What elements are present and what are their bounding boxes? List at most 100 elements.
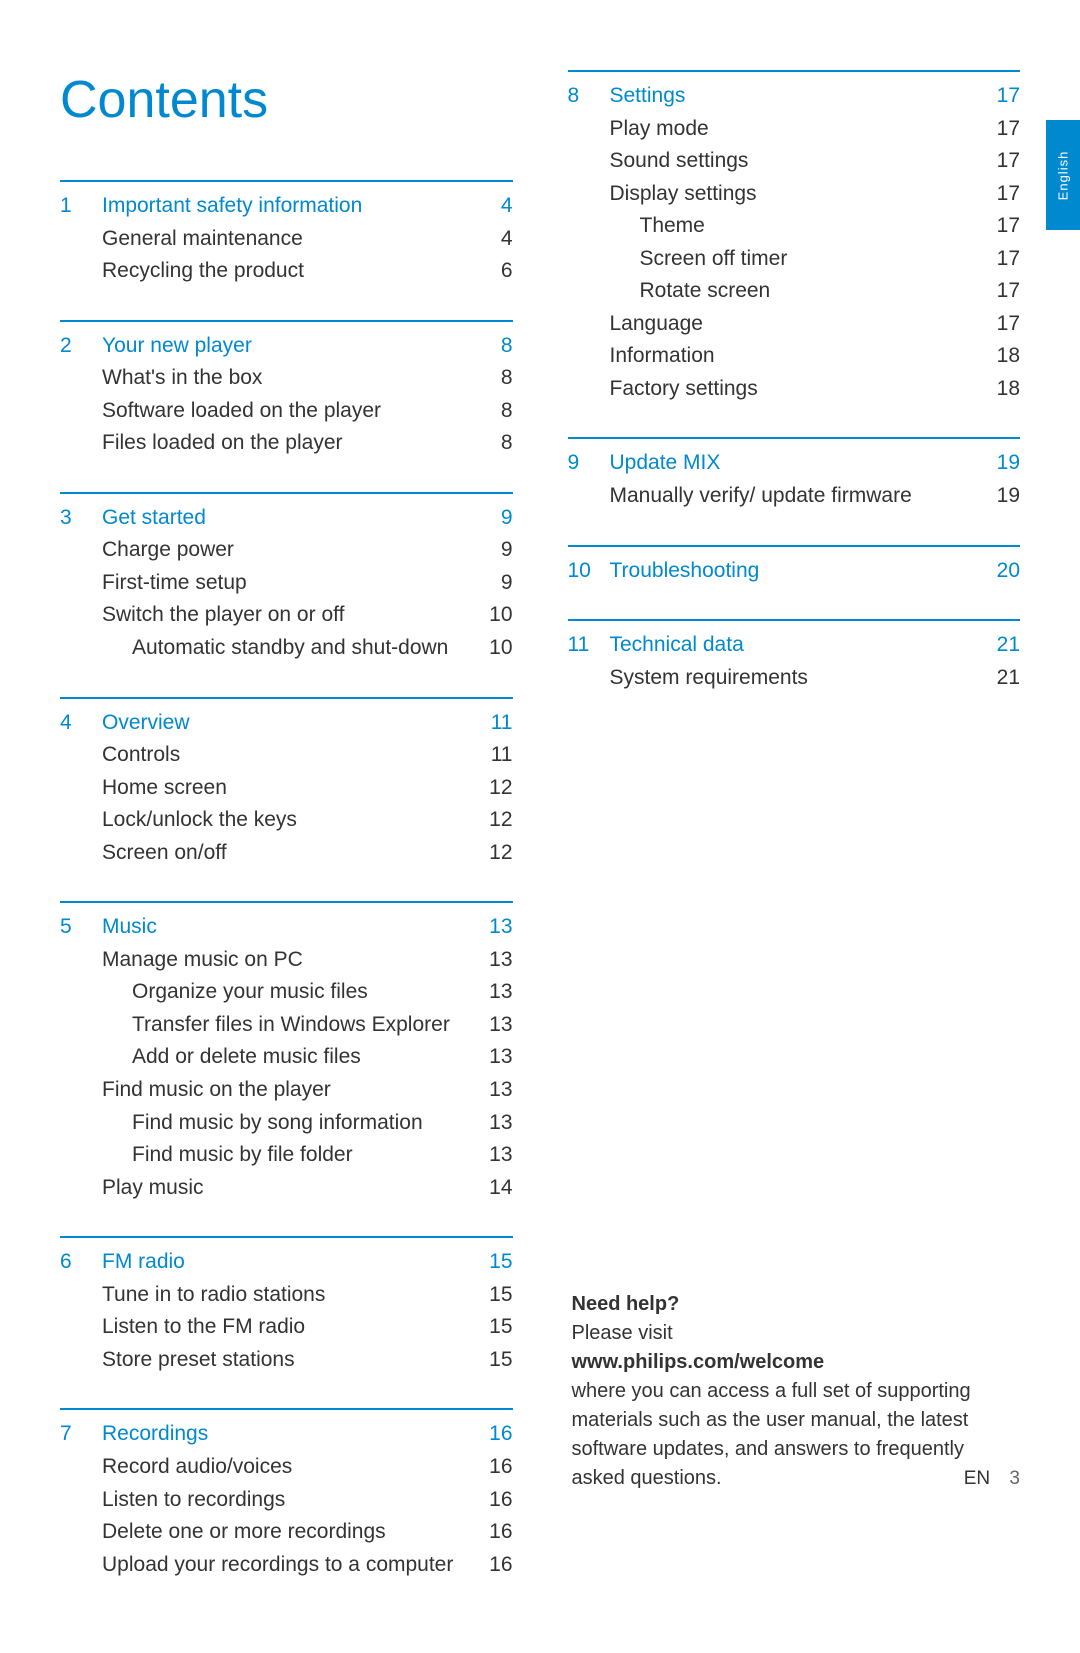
toc-item-label: Factory settings <box>568 373 991 406</box>
toc-item[interactable]: Transfer files in Windows Explorer13 <box>60 1009 513 1042</box>
toc-item-page: 17 <box>990 178 1020 211</box>
toc-item-page: 17 <box>990 308 1020 341</box>
toc-section-heading[interactable]: 7Recordings16 <box>60 1418 513 1451</box>
toc-item[interactable]: Software loaded on the player8 <box>60 395 513 428</box>
toc-item[interactable]: Find music by file folder13 <box>60 1139 513 1172</box>
toc-item-page: 10 <box>483 632 513 665</box>
toc-item-label: Language <box>568 308 991 341</box>
help-body: where you can access a full set of suppo… <box>572 1377 1017 1493</box>
toc-section-heading[interactable]: 10Troubleshooting20 <box>568 555 1021 588</box>
toc-item[interactable]: Screen off timer17 <box>568 243 1021 276</box>
toc-section-heading[interactable]: 3Get started9 <box>60 502 513 535</box>
toc-item[interactable]: Switch the player on or off10 <box>60 599 513 632</box>
toc-item[interactable]: Language17 <box>568 308 1021 341</box>
section-number: 10 <box>568 555 610 588</box>
toc-item[interactable]: Play music14 <box>60 1172 513 1205</box>
toc-item-label: Files loaded on the player <box>60 427 483 460</box>
toc-item-label: General maintenance <box>60 223 483 256</box>
section-number: 11 <box>568 629 610 662</box>
toc-item[interactable]: Files loaded on the player8 <box>60 427 513 460</box>
toc-item-page: 9 <box>483 534 513 567</box>
toc-item-page: 13 <box>483 1074 513 1107</box>
toc-item[interactable]: General maintenance4 <box>60 223 513 256</box>
toc-item[interactable]: Add or delete music files13 <box>60 1041 513 1074</box>
toc-item-label: Play music <box>60 1172 483 1205</box>
toc-item-label: Automatic standby and shut-down <box>60 632 483 665</box>
toc-item[interactable]: What's in the box8 <box>60 362 513 395</box>
section-number: 1 <box>60 190 102 223</box>
toc-item[interactable]: Controls11 <box>60 739 513 772</box>
section-title: Overview <box>102 707 483 740</box>
toc-item[interactable]: Charge power9 <box>60 534 513 567</box>
toc-item-label: Add or delete music files <box>60 1041 483 1074</box>
section-title: Troubleshooting <box>610 555 991 588</box>
toc-item-page: 21 <box>990 662 1020 695</box>
toc-item-page: 6 <box>483 255 513 288</box>
toc-item-label: System requirements <box>568 662 991 695</box>
right-column: 8Settings17Play mode17Sound settings17Di… <box>568 70 1021 1613</box>
toc-item[interactable]: Listen to recordings16 <box>60 1484 513 1517</box>
toc-item-page: 17 <box>990 113 1020 146</box>
toc-item[interactable]: Listen to the FM radio15 <box>60 1311 513 1344</box>
toc-item[interactable]: First-time setup9 <box>60 567 513 600</box>
toc-item[interactable]: Theme17 <box>568 210 1021 243</box>
toc-section: 10Troubleshooting20 <box>568 545 1021 588</box>
toc-item[interactable]: Home screen12 <box>60 772 513 805</box>
section-title: FM radio <box>102 1246 483 1279</box>
section-page: 13 <box>483 911 513 944</box>
toc-section: 4Overview11Controls11Home screen12Lock/u… <box>60 697 513 870</box>
toc-item[interactable]: Screen on/off12 <box>60 837 513 870</box>
toc-item[interactable]: Lock/unlock the keys12 <box>60 804 513 837</box>
toc-item-label: Listen to the FM radio <box>60 1311 483 1344</box>
toc-item[interactable]: Tune in to radio stations15 <box>60 1279 513 1312</box>
section-page: 19 <box>990 447 1020 480</box>
toc-item-page: 15 <box>483 1344 513 1377</box>
toc-section-heading[interactable]: 8Settings17 <box>568 80 1021 113</box>
page-title: Contents <box>60 70 513 130</box>
toc-section-heading[interactable]: 9Update MIX19 <box>568 447 1021 480</box>
toc-section-heading[interactable]: 5Music13 <box>60 911 513 944</box>
toc-item[interactable]: Information18 <box>568 340 1021 373</box>
toc-item[interactable]: Play mode17 <box>568 113 1021 146</box>
toc-item-page: 8 <box>483 427 513 460</box>
section-page: 17 <box>990 80 1020 113</box>
toc-section-heading[interactable]: 4Overview11 <box>60 707 513 740</box>
toc-section: 3Get started9Charge power9First-time set… <box>60 492 513 665</box>
help-url[interactable]: www.philips.com/welcome <box>572 1348 1017 1377</box>
toc-item-label: Organize your music files <box>60 976 483 1009</box>
toc-item[interactable]: Manage music on PC13 <box>60 944 513 977</box>
toc-section: 8Settings17Play mode17Sound settings17Di… <box>568 70 1021 405</box>
toc-item-page: 14 <box>483 1172 513 1205</box>
toc-section-heading[interactable]: 11Technical data21 <box>568 629 1021 662</box>
toc-item-page: 16 <box>483 1484 513 1517</box>
toc-item[interactable]: Upload your recordings to a computer16 <box>60 1549 513 1582</box>
toc-item[interactable]: Recycling the product6 <box>60 255 513 288</box>
toc-item-label: Manage music on PC <box>60 944 483 977</box>
toc-section-heading[interactable]: 6FM radio15 <box>60 1246 513 1279</box>
toc-item[interactable]: Sound settings17 <box>568 145 1021 178</box>
toc-item-page: 16 <box>483 1549 513 1582</box>
toc-item[interactable]: System requirements21 <box>568 662 1021 695</box>
toc-item[interactable]: Organize your music files13 <box>60 976 513 1009</box>
toc-item[interactable]: Delete one or more recordings16 <box>60 1516 513 1549</box>
toc-item-label: Home screen <box>60 772 483 805</box>
toc-item[interactable]: Find music on the player13 <box>60 1074 513 1107</box>
toc-item[interactable]: Record audio/voices16 <box>60 1451 513 1484</box>
toc-section-heading[interactable]: 1Important safety information4 <box>60 190 513 223</box>
toc-item-label: Play mode <box>568 113 991 146</box>
section-page: 9 <box>483 502 513 535</box>
toc-item-label: Recycling the product <box>60 255 483 288</box>
section-number: 9 <box>568 447 610 480</box>
toc-item[interactable]: Manually verify/ update firmware19 <box>568 480 1021 513</box>
toc-item[interactable]: Find music by song information13 <box>60 1107 513 1140</box>
toc-section-heading[interactable]: 2Your new player8 <box>60 330 513 363</box>
toc-item-label: Display settings <box>568 178 991 211</box>
toc-item[interactable]: Display settings17 <box>568 178 1021 211</box>
toc-item-page: 17 <box>990 243 1020 276</box>
toc-item[interactable]: Automatic standby and shut-down10 <box>60 632 513 665</box>
toc-item[interactable]: Rotate screen17 <box>568 275 1021 308</box>
toc-item-page: 8 <box>483 395 513 428</box>
toc-item[interactable]: Store preset stations15 <box>60 1344 513 1377</box>
toc-item[interactable]: Factory settings18 <box>568 373 1021 406</box>
toc-item-label: Rotate screen <box>568 275 991 308</box>
